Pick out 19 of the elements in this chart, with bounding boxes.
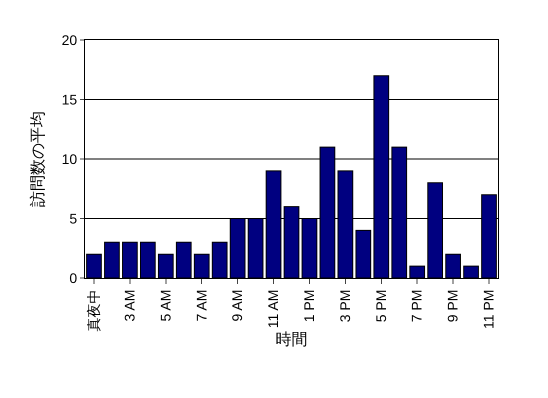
y-tick-label: 20 xyxy=(62,32,78,48)
x-tick-label: 5 AM xyxy=(157,290,174,322)
y-axis-title: 訪問数の平均 xyxy=(29,111,47,207)
x-tick-label: 1 PM xyxy=(301,290,318,322)
x-tick-label: 5 PM xyxy=(372,290,389,322)
x-axis-title: 時間 xyxy=(276,330,308,348)
x-tick-label: 3 PM xyxy=(336,290,353,322)
x-tick-label: 3 AM xyxy=(121,290,138,322)
y-tick-label: 10 xyxy=(62,150,78,167)
x-tick-label: 11 PM xyxy=(480,290,497,330)
x-tick-label: 9 AM xyxy=(229,290,246,322)
y-tick-label: 5 xyxy=(69,210,78,226)
x-tick-label: 7 AM xyxy=(193,290,210,322)
x-tick-label: 7 PM xyxy=(408,290,425,322)
x-tick-label: 真夜中 xyxy=(86,290,102,332)
x-tick-label: 11 AM xyxy=(265,290,282,328)
y-tick-label: 15 xyxy=(62,91,78,108)
x-tick-label: 9 PM xyxy=(444,290,461,322)
y-tick-label: 0 xyxy=(69,270,78,286)
